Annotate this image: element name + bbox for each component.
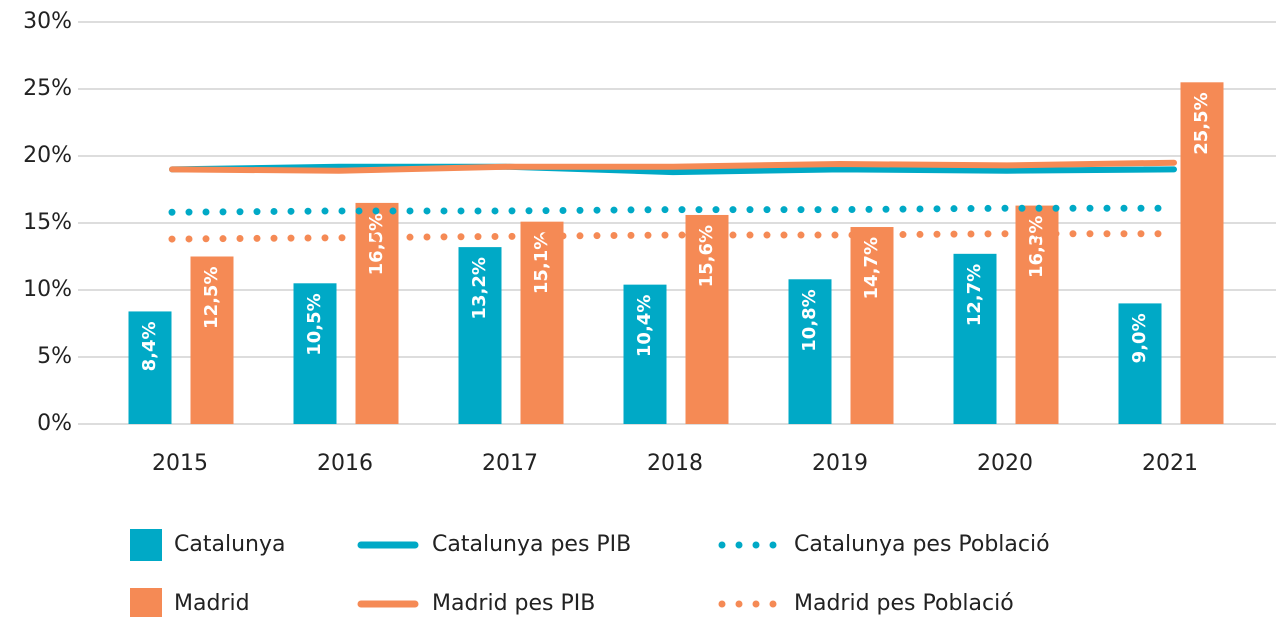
line-series: [168, 204, 1178, 216]
bar: [685, 214, 729, 424]
x-tick-label: 2021: [1142, 451, 1198, 476]
y-tick-label: 10%: [23, 277, 72, 302]
line-series: [168, 230, 1178, 243]
value-label: 9,0%: [1129, 313, 1150, 363]
x-tick-label: 2017: [482, 451, 538, 476]
legend-label: Catalunya pes PIB: [432, 532, 631, 557]
value-label: 15,1%: [531, 232, 552, 294]
x-tick-label: 2018: [647, 451, 703, 476]
value-label: 10,5%: [304, 293, 325, 355]
value-label: 12,7%: [964, 264, 985, 326]
x-tick-label: 2019: [812, 451, 868, 476]
y-tick-label: 20%: [23, 143, 72, 168]
bar: [623, 284, 667, 424]
legend-label: Catalunya pes Població: [794, 532, 1050, 557]
bar: [788, 279, 832, 424]
value-label: 13,2%: [469, 257, 490, 319]
legend-label: Madrid pes PIB: [432, 591, 595, 616]
value-label: 25,5%: [1191, 92, 1212, 154]
legend-label: Catalunya: [174, 532, 285, 557]
y-tick-label: 15%: [23, 210, 72, 235]
bar: [190, 256, 234, 424]
bar: [1180, 82, 1224, 425]
value-label: 10,8%: [799, 289, 820, 351]
legend-label: Madrid pes Població: [794, 591, 1014, 616]
bar: [1015, 205, 1059, 424]
bar: [850, 227, 894, 424]
y-tick-label: 25%: [23, 76, 72, 101]
y-tick-label: 5%: [37, 344, 72, 369]
value-label: 16,3%: [1026, 216, 1047, 278]
bar: [953, 253, 997, 424]
y-tick-label: 30%: [23, 9, 72, 34]
value-label: 8,4%: [139, 321, 160, 371]
bar: [293, 283, 337, 424]
value-label: 14,7%: [861, 237, 882, 299]
bar: [458, 247, 502, 424]
legend-swatch: [130, 529, 162, 561]
line-series: [169, 159, 1177, 174]
bar: [520, 221, 564, 424]
line-series: [169, 163, 1177, 176]
bar: [1118, 303, 1162, 424]
x-tick-label: 2015: [152, 451, 208, 476]
value-label: 15,6%: [696, 225, 717, 287]
x-tick-label: 2020: [977, 451, 1033, 476]
legend-swatch: [130, 588, 162, 617]
value-label: 12,5%: [201, 267, 222, 329]
legend-label: Madrid: [174, 591, 250, 616]
x-tick-label: 2016: [317, 451, 373, 476]
value-label: 10,4%: [634, 295, 655, 357]
value-label: 16,5%: [366, 213, 387, 275]
y-tick-label: 0%: [37, 411, 72, 436]
bar: [128, 311, 172, 424]
